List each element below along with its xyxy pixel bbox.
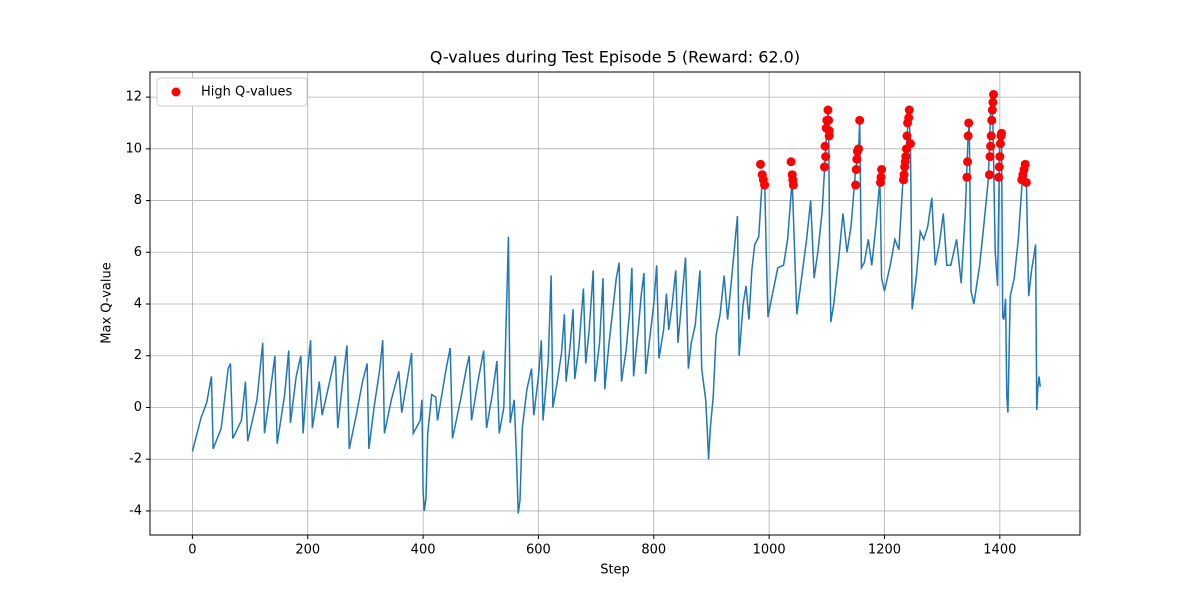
y-axis-label: Max Q-value bbox=[100, 262, 115, 343]
data-point bbox=[823, 105, 833, 115]
data-point bbox=[905, 139, 915, 149]
x-tick-label: 0 bbox=[188, 543, 196, 558]
data-point bbox=[788, 180, 798, 190]
y-tick-label: -4 bbox=[129, 503, 142, 518]
y-tick-label: 0 bbox=[134, 400, 142, 415]
legend-box bbox=[156, 77, 308, 107]
y-tick-label: 10 bbox=[125, 141, 142, 156]
data-point bbox=[902, 131, 912, 141]
x-tick-label: 200 bbox=[295, 543, 320, 558]
data-point bbox=[1021, 177, 1031, 187]
data-point bbox=[995, 139, 1005, 149]
y-tick-label: -2 bbox=[129, 452, 142, 467]
data-point bbox=[899, 170, 909, 180]
data-point bbox=[755, 159, 765, 169]
data-point bbox=[904, 113, 914, 123]
y-tick-label: 4 bbox=[134, 297, 142, 312]
legend: High Q-values bbox=[156, 77, 308, 107]
data-point bbox=[821, 152, 831, 162]
data-point bbox=[901, 152, 911, 162]
chart-title: Q-values during Test Episode 5 (Reward: … bbox=[430, 48, 800, 67]
data-point bbox=[994, 162, 1004, 172]
data-point bbox=[855, 115, 865, 125]
data-point bbox=[986, 131, 996, 141]
x-tick-label: 1200 bbox=[868, 543, 901, 558]
data-point bbox=[962, 172, 972, 182]
data-point bbox=[985, 152, 995, 162]
data-point bbox=[824, 115, 834, 125]
data-point bbox=[963, 157, 973, 167]
data-point bbox=[854, 144, 864, 154]
y-tick-label: 8 bbox=[134, 193, 142, 208]
data-point bbox=[876, 172, 886, 182]
x-axis-label: Step bbox=[600, 563, 630, 578]
data-point bbox=[963, 131, 973, 141]
data-point bbox=[820, 162, 830, 172]
data-point bbox=[851, 165, 861, 175]
x-tick-label: 800 bbox=[641, 543, 666, 558]
data-point bbox=[786, 157, 796, 167]
data-point bbox=[824, 131, 834, 141]
x-tick-label: 1000 bbox=[753, 543, 786, 558]
data-point bbox=[851, 180, 861, 190]
y-tick-label: 6 bbox=[134, 245, 142, 260]
x-tick-label: 1400 bbox=[983, 543, 1016, 558]
data-point bbox=[994, 172, 1004, 182]
data-point bbox=[988, 97, 998, 107]
y-tick-label: 12 bbox=[125, 90, 142, 105]
data-line bbox=[191, 94, 1041, 514]
x-tick-label: 600 bbox=[526, 543, 551, 558]
plot-frame bbox=[149, 71, 1081, 536]
data-point bbox=[988, 90, 998, 100]
data-point bbox=[987, 115, 997, 125]
data-point bbox=[986, 141, 996, 151]
data-point bbox=[987, 105, 997, 115]
data-point bbox=[1020, 159, 1030, 169]
x-tick-label: 400 bbox=[411, 543, 436, 558]
data-point bbox=[964, 118, 974, 128]
data-point bbox=[904, 105, 914, 115]
data-point bbox=[877, 165, 887, 175]
data-point bbox=[997, 128, 1007, 138]
data-point bbox=[852, 154, 862, 164]
data-point bbox=[984, 170, 994, 180]
legend-label: High Q-values bbox=[201, 85, 292, 100]
data-point bbox=[820, 141, 830, 151]
data-point bbox=[760, 180, 770, 190]
data-point bbox=[995, 152, 1005, 162]
y-tick-label: 2 bbox=[134, 348, 142, 363]
legend-marker bbox=[171, 87, 181, 97]
